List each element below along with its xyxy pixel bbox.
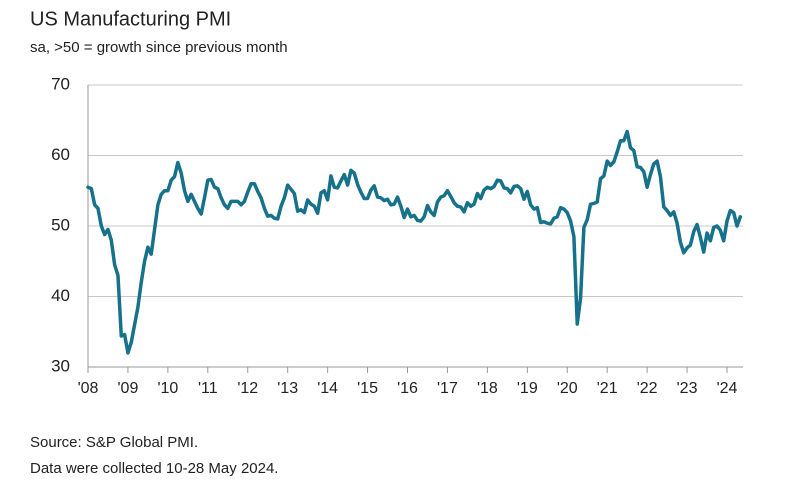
y-tick-label: 50: [51, 215, 70, 234]
x-tick-label: '11: [198, 380, 218, 397]
y-tick-label: 30: [51, 356, 70, 375]
x-tick-label: '21: [597, 380, 618, 397]
x-tick-label: '23: [677, 380, 698, 397]
x-tick-label: '15: [357, 380, 378, 397]
chart-title: US Manufacturing PMI: [30, 8, 231, 30]
x-tick-label: '19: [517, 380, 538, 397]
x-tick-label: '13: [277, 380, 298, 397]
x-tick-label: '20: [557, 380, 578, 397]
chart-subtitle: sa, >50 = growth since previous month: [30, 39, 288, 56]
collection-note: Data were collected 10-28 May 2024.: [30, 460, 278, 477]
x-tick-label: '18: [477, 380, 498, 397]
x-tick-label: '22: [637, 380, 658, 397]
x-tick-label: '24: [717, 380, 738, 397]
y-tick-label: 60: [51, 145, 70, 164]
x-tick-label: '10: [157, 380, 178, 397]
y-tick-label: 40: [51, 286, 70, 305]
pmi-line: [86, 129, 743, 355]
source-note: Source: S&P Global PMI.: [30, 434, 198, 451]
x-tick-label: '08: [78, 380, 99, 397]
x-tick-label: '09: [118, 380, 139, 397]
x-tick-label: '16: [397, 380, 418, 397]
x-tick-label: '14: [317, 380, 338, 397]
x-tick-label: '12: [237, 380, 258, 397]
x-tick-label: '17: [437, 380, 458, 397]
y-tick-label: 70: [51, 74, 70, 93]
